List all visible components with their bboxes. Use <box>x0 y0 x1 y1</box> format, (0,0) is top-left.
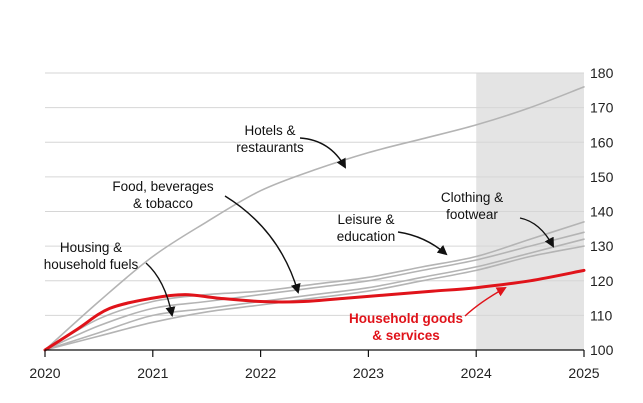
annotation-arrow <box>397 231 448 256</box>
y-tick-label: 180 <box>590 65 614 81</box>
x-tick-label: 2022 <box>245 365 276 381</box>
y-tick-label: 160 <box>590 134 614 150</box>
series-line-food-beverages-and-tobacco <box>44 231 585 351</box>
annotation-label: Food, beverages <box>112 179 214 194</box>
y-tick-label: 130 <box>590 238 614 254</box>
annotation-label: & tobacco <box>133 196 193 211</box>
x-tick-label: 2020 <box>29 365 60 381</box>
annotation-arrow <box>145 262 176 317</box>
series-line-leisure-and-education <box>44 221 585 351</box>
y-tick-label: 100 <box>590 342 614 358</box>
annotation-label: footwear <box>446 207 498 222</box>
y-tick-label: 110 <box>590 307 613 323</box>
annotation-label: Household goods <box>349 311 463 326</box>
annotation-arrow <box>224 195 301 294</box>
series-line-household-goods-and-services <box>43 268 586 352</box>
annotation-label: Leisure & <box>337 212 394 227</box>
series-line-clothing-and-footwear <box>44 238 585 351</box>
annotation-arrow <box>464 287 507 317</box>
x-tick-label: 2021 <box>137 365 168 381</box>
annotation-label: Housing & <box>60 240 122 255</box>
annotation-label: restaurants <box>236 140 304 155</box>
annotation-label: education <box>337 229 396 244</box>
annotation-arrow <box>299 137 346 169</box>
annotation-arrow <box>519 217 554 248</box>
annotation-label: & services <box>372 328 440 343</box>
series-line-housing-and-household-fuels <box>44 245 585 351</box>
x-tick-label: 2024 <box>461 365 492 381</box>
y-tick-label: 170 <box>590 100 614 116</box>
x-tick-label: 2023 <box>353 365 384 381</box>
x-tick-label: 2025 <box>568 365 599 381</box>
annotation-label: Hotels & <box>244 123 295 138</box>
y-tick-label: 120 <box>590 273 614 289</box>
series-line-hotels-and-restaurants <box>44 86 585 351</box>
annotation-label: Clothing & <box>441 190 503 205</box>
y-tick-label: 150 <box>590 169 614 185</box>
y-tick-label: 140 <box>590 204 614 220</box>
annotation-label: household fuels <box>44 257 139 272</box>
